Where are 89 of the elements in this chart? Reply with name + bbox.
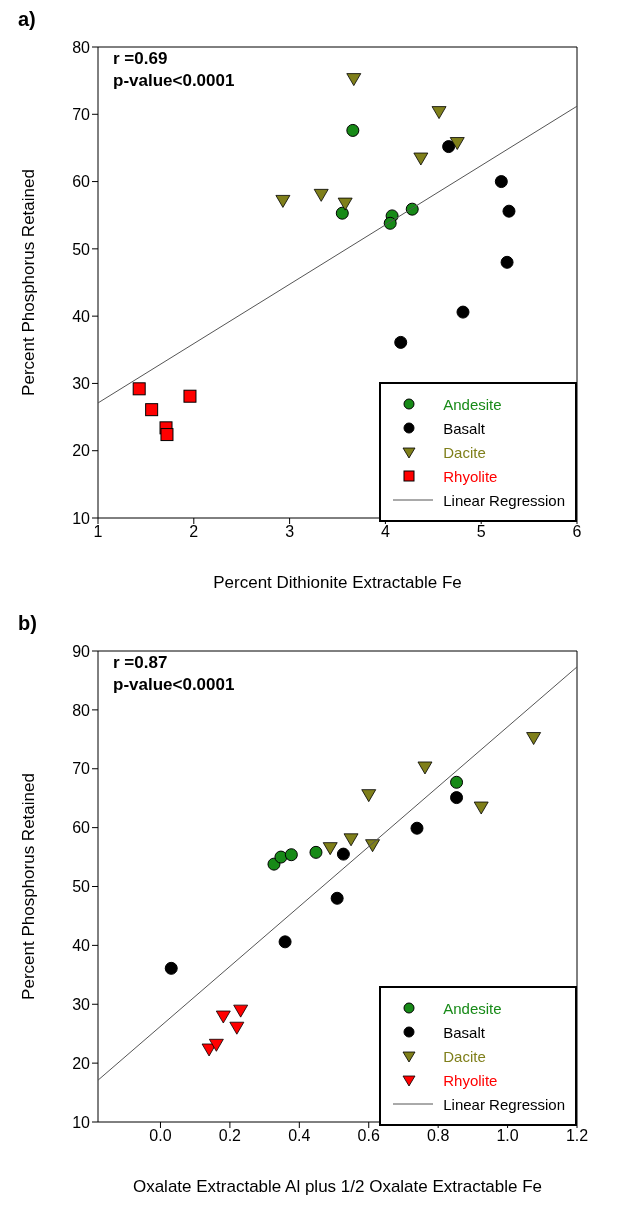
point: [442, 140, 456, 154]
point: [330, 891, 344, 905]
legend-label: Andesite: [443, 395, 502, 413]
legend-label: Linear Regression: [443, 491, 565, 509]
y-tick-label: 70: [72, 105, 91, 123]
x-tick-label: 1.0: [496, 1127, 519, 1145]
chart-title: a): [17, 8, 37, 32]
legend-label: Dacite: [443, 443, 486, 461]
point: [361, 789, 377, 803]
y-tick-label: 40: [72, 937, 91, 955]
legend-label: Linear Regression: [443, 1095, 565, 1113]
point: [278, 935, 292, 949]
legend-label: Dacite: [443, 1047, 486, 1065]
point: [145, 403, 159, 417]
y-tick-label: 40: [72, 307, 91, 325]
point: [164, 961, 178, 975]
y-tick-label: 10: [72, 509, 91, 527]
point: [473, 801, 489, 815]
y-tick-label: 60: [72, 819, 91, 837]
point: [335, 206, 349, 220]
chart-title: b): [17, 612, 38, 636]
y-tick-label: 30: [72, 375, 91, 393]
point: [413, 152, 429, 166]
point: [183, 389, 197, 403]
x-tick-label: 0.0: [149, 1127, 172, 1145]
annotation: p-value<0.0001: [113, 70, 235, 92]
x-tick-label: 3: [285, 523, 295, 541]
x-axis-title: Percent Dithionite Extractable Fe: [213, 573, 462, 592]
point: [160, 428, 174, 442]
point: [275, 195, 291, 208]
y-tick-label: 90: [72, 642, 91, 660]
y-tick-label: 50: [72, 878, 91, 896]
x-tick-label: 0.6: [357, 1127, 380, 1145]
y-tick-label: 20: [72, 1054, 91, 1072]
y-tick-label: 20: [72, 442, 91, 460]
point: [346, 73, 362, 87]
x-tick-label: 1.2: [565, 1127, 589, 1145]
point: [450, 775, 464, 789]
point: [208, 1038, 224, 1052]
point: [233, 1004, 249, 1018]
y-tick-label: 80: [72, 701, 91, 719]
x-tick-label: 0.8: [427, 1127, 450, 1145]
legend-label: Basalt: [443, 419, 485, 437]
point: [322, 842, 338, 856]
x-tick-label: 4: [380, 523, 390, 541]
point: [526, 732, 542, 745]
point: [410, 821, 424, 835]
point: [456, 305, 470, 319]
annotation: r =0.87: [113, 652, 169, 674]
point: [284, 848, 298, 862]
y-axis-title: Percent Phosphorus Retained: [19, 169, 39, 396]
x-tick-label: 5: [476, 523, 486, 541]
point: [500, 255, 514, 269]
point: [343, 833, 359, 847]
legend-label: Basalt: [443, 1023, 485, 1041]
x-axis-title: Oxalate Extractable Al plus 1/2 Oxalate Extractable Fe: [132, 1177, 543, 1196]
point: [274, 850, 288, 864]
y-tick-label: 60: [72, 173, 91, 191]
legend-label: Rhyolite: [443, 1071, 498, 1089]
x-tick-label: 2: [189, 523, 199, 541]
y-tick-label: 50: [72, 240, 91, 258]
point: [229, 1021, 245, 1035]
legend-label: Rhyolite: [443, 467, 498, 485]
point: [417, 761, 433, 775]
y-tick-label: 70: [72, 760, 91, 778]
annotation: p-value<0.0001: [113, 674, 235, 696]
x-tick-label: 1: [93, 523, 103, 541]
legend-label: Andesite: [443, 999, 502, 1017]
annotation: r =0.69: [113, 48, 169, 70]
point: [450, 791, 464, 805]
y-axis-title: Percent Phosphorus Retained: [19, 773, 39, 1000]
x-tick-label: 6: [572, 523, 582, 541]
x-tick-label: 0.4: [288, 1127, 311, 1145]
point: [394, 335, 408, 349]
x-tick-label: 0.2: [218, 1127, 242, 1145]
point: [215, 1010, 231, 1024]
point: [431, 106, 447, 119]
y-tick-label: 10: [72, 1113, 91, 1131]
point: [449, 137, 465, 150]
point: [313, 188, 329, 202]
point: [494, 175, 508, 189]
point: [346, 123, 360, 137]
point: [336, 847, 350, 861]
y-tick-label: 80: [72, 38, 91, 56]
point: [132, 382, 146, 396]
y-tick-label: 30: [72, 995, 91, 1013]
point: [337, 197, 353, 211]
point: [309, 845, 323, 859]
point: [502, 204, 516, 218]
